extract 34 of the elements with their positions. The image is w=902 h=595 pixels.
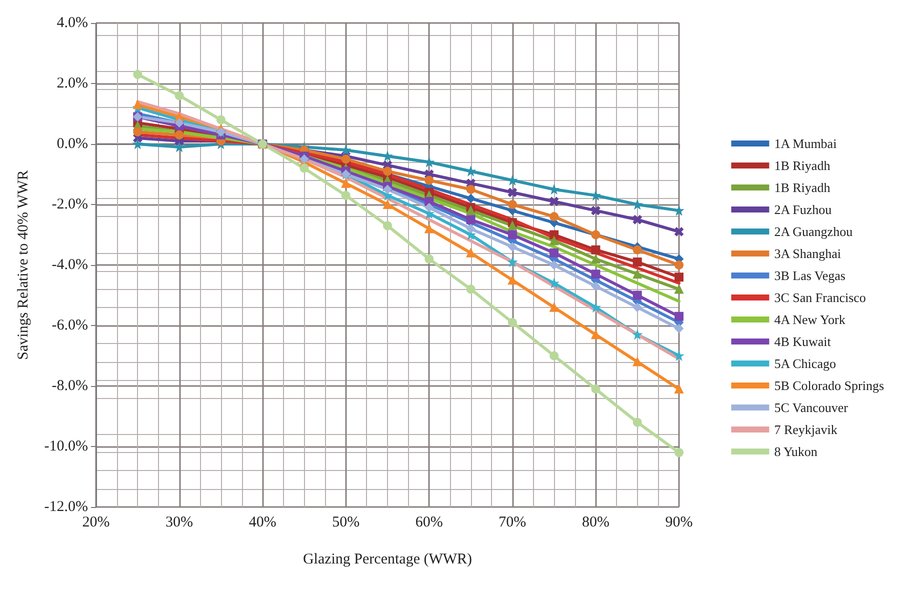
x-axis-title: Glazing Percentage (WWR) — [302, 552, 472, 568]
legend-label: 1A Mumbai — [774, 136, 838, 151]
legend-label: 5A Chicago — [774, 356, 836, 371]
y-tick-label: -2.0% — [52, 196, 88, 212]
legend-label: 3C San Francisco — [774, 290, 866, 305]
x-tick-label: 70% — [498, 514, 526, 530]
legend-label: 1B Riyadh — [774, 180, 831, 195]
legend-label: 2A Guangzhou — [774, 224, 854, 239]
y-tick-label: 0.0% — [56, 136, 88, 152]
x-tick-label: 50% — [332, 514, 360, 530]
y-tick-label: 4.0% — [56, 15, 88, 31]
y-tick-label: -6.0% — [52, 318, 88, 334]
y-tick-label: -12.0% — [44, 499, 88, 515]
x-tick-label: 60% — [415, 514, 443, 530]
legend-label: 8 Yukon — [774, 444, 818, 459]
legend-label: 4A New York — [774, 312, 846, 327]
y-tick-label: -10.0% — [44, 438, 88, 454]
y-tick-label: -4.0% — [52, 257, 88, 273]
legend-label: 5B Colorado Springs — [774, 378, 884, 393]
y-tick-label: 2.0% — [56, 76, 88, 92]
x-tick-label: 40% — [248, 514, 276, 530]
legend-label: 3A Shanghai — [774, 246, 842, 261]
x-tick-label: 90% — [665, 514, 693, 530]
legend-label: 5C Vancouver — [774, 400, 849, 415]
legend-label: 2A Fuzhou — [774, 202, 832, 217]
x-tick-label: 30% — [166, 514, 194, 530]
y-tick-label: -8.0% — [52, 378, 88, 394]
y-axis-title: Savings Relative to 40% WWR — [16, 170, 32, 360]
legend-label: 3B Las Vegas — [774, 268, 846, 283]
legend-label: 7 Reykjavik — [774, 422, 838, 437]
legend-label: 4B Kuwait — [774, 334, 832, 349]
legend-label: 1B Riyadh — [774, 158, 831, 173]
x-tick-label: 80% — [582, 514, 610, 530]
x-tick-label: 20% — [82, 514, 110, 530]
